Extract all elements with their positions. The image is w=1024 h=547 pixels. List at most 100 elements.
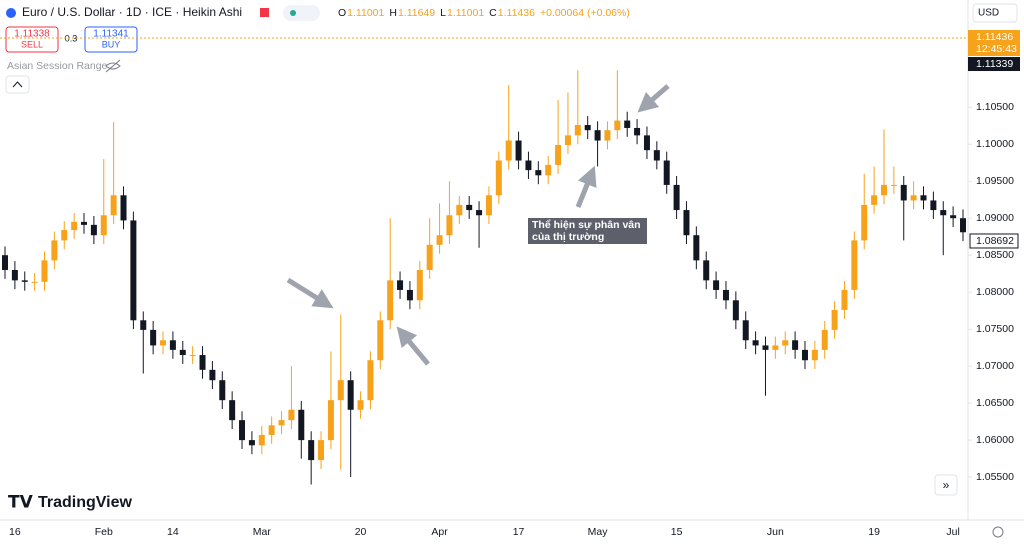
candle-body — [880, 184, 887, 196]
candle-body — [258, 434, 265, 446]
collapse-button[interactable] — [5, 75, 30, 94]
candle-body — [41, 260, 48, 282]
candle-body — [278, 420, 285, 426]
candle-body — [900, 184, 907, 201]
candle-body — [140, 320, 147, 330]
spread: 0.3 — [65, 33, 78, 43]
x-tick-label: 19 — [868, 526, 880, 538]
arrow — [286, 277, 334, 309]
candle-body — [397, 280, 404, 290]
candle-body — [229, 400, 236, 421]
y-tick-label: 1.08000 — [976, 286, 1014, 298]
candle-body — [248, 440, 255, 446]
candle-body — [643, 135, 650, 151]
candle-body — [476, 210, 483, 216]
ohlc-value: 1.11436 — [498, 7, 535, 19]
candle-body — [742, 320, 749, 341]
candle-body — [2, 255, 8, 270]
candle-body — [377, 320, 384, 361]
candle-body — [851, 240, 858, 290]
y-tick-label: 1.10500 — [976, 101, 1014, 113]
candle-body — [821, 329, 828, 350]
candle-body — [209, 369, 216, 381]
candle-body — [801, 349, 808, 361]
sell-button[interactable] — [5, 26, 59, 53]
buy-price: 1.11341 — [93, 29, 129, 40]
candle-body — [930, 200, 937, 211]
x-tick-label: Apr — [431, 526, 448, 538]
candle-body — [357, 400, 364, 410]
indicator-name: Asian Session Range — [7, 60, 108, 72]
candle-body — [308, 440, 315, 461]
candle-body — [337, 380, 344, 401]
crosshair-price: 1.08692 — [976, 235, 1014, 247]
candle-body — [120, 195, 127, 221]
candle-body — [416, 269, 423, 301]
candle-body — [318, 440, 325, 461]
hide-icon[interactable] — [105, 59, 121, 73]
buy-button[interactable] — [84, 26, 138, 53]
candle-body — [525, 160, 532, 171]
candle-body — [130, 220, 137, 321]
candle-body — [21, 280, 28, 282]
candle-body — [426, 244, 433, 270]
arrow — [637, 84, 670, 113]
candle-body — [663, 160, 670, 185]
symbol-icon — [6, 8, 16, 18]
status-pill[interactable] — [283, 5, 320, 21]
logo: TradingView — [38, 494, 133, 511]
candle-body — [219, 380, 226, 401]
candle-body — [634, 127, 641, 136]
candle-body — [871, 195, 878, 205]
candle-body — [841, 289, 848, 310]
candle-body — [703, 260, 710, 281]
x-tick-label: Feb — [95, 526, 113, 538]
candle-body — [31, 281, 38, 283]
candle-body — [199, 355, 206, 370]
candle-body — [81, 221, 88, 225]
currency-button[interactable] — [972, 3, 1018, 23]
x-tick-label: Jul — [946, 526, 959, 538]
y-tick-label: 1.09000 — [976, 212, 1014, 224]
countdown: 12:45:43 — [976, 43, 1017, 55]
candle-body — [940, 210, 947, 216]
bid-price-tag — [968, 57, 1020, 72]
candle-body — [614, 120, 621, 131]
candle-body — [347, 380, 354, 410]
candle-body — [160, 340, 167, 346]
annotation: của thị trường — [532, 231, 604, 243]
buy-label: BUY — [102, 39, 121, 49]
candles — [2, 70, 966, 485]
candle-body — [367, 360, 374, 401]
settings-icon[interactable] — [992, 526, 1004, 538]
currency: USD — [978, 8, 999, 19]
candle-body — [673, 184, 680, 211]
x-tick-label: Jun — [767, 526, 784, 538]
candle-body — [545, 164, 552, 176]
candle-body — [693, 235, 700, 261]
candle-body — [574, 125, 581, 136]
candle-body — [110, 195, 117, 216]
candle-body — [90, 224, 97, 236]
candle-body — [150, 329, 157, 346]
candle-body — [713, 280, 720, 290]
candle-body — [11, 269, 18, 281]
annotation-box — [528, 218, 647, 244]
scroll-button[interactable] — [934, 474, 958, 496]
sell-price: 1.11338 — [14, 29, 50, 40]
last-price-tag — [968, 30, 1020, 57]
status-dot — [290, 10, 296, 16]
collapse-icon — [12, 81, 23, 88]
sell-label: SELL — [21, 39, 43, 49]
candle-body — [910, 195, 917, 201]
candle-body — [950, 215, 957, 219]
y-tick-label: 1.07500 — [976, 323, 1014, 335]
candle-body — [515, 140, 522, 161]
y-tick-label: 1.07000 — [976, 360, 1014, 372]
candle-body — [594, 130, 601, 141]
ohlc-key: O — [338, 7, 346, 19]
candle-body — [624, 120, 631, 128]
x-tick-label: 15 — [671, 526, 683, 538]
